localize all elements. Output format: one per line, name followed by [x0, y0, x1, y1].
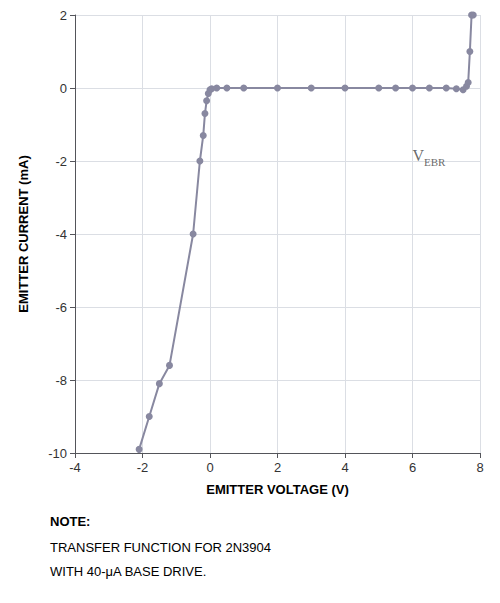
- svg-text:-2: -2: [55, 154, 67, 169]
- svg-text:EBR: EBR: [424, 156, 446, 168]
- svg-text:-4: -4: [55, 227, 67, 242]
- svg-text:2: 2: [274, 460, 281, 475]
- svg-text:-8: -8: [55, 373, 67, 388]
- svg-text:2: 2: [60, 8, 67, 23]
- svg-text:-4: -4: [69, 460, 81, 475]
- svg-text:0: 0: [206, 460, 213, 475]
- svg-text:V: V: [413, 147, 425, 164]
- svg-text:-10: -10: [48, 446, 67, 461]
- svg-text:8: 8: [476, 460, 483, 475]
- svg-text:4: 4: [341, 460, 348, 475]
- svg-text:NOTE:: NOTE:: [50, 514, 90, 529]
- svg-text:0: 0: [60, 81, 67, 96]
- svg-text:EMITTER VOLTAGE (V): EMITTER VOLTAGE (V): [206, 482, 349, 497]
- svg-text:-6: -6: [55, 300, 67, 315]
- svg-text:-2: -2: [137, 460, 149, 475]
- svg-text:TRANSFER FUNCTION FOR 2N3904: TRANSFER FUNCTION FOR 2N3904: [50, 540, 271, 555]
- svg-text:WITH 40-μA BASE DRIVE.: WITH 40-μA BASE DRIVE.: [50, 564, 206, 579]
- svg-text:EMITTER CURRENT (mA): EMITTER CURRENT (mA): [16, 155, 31, 312]
- svg-text:6: 6: [409, 460, 416, 475]
